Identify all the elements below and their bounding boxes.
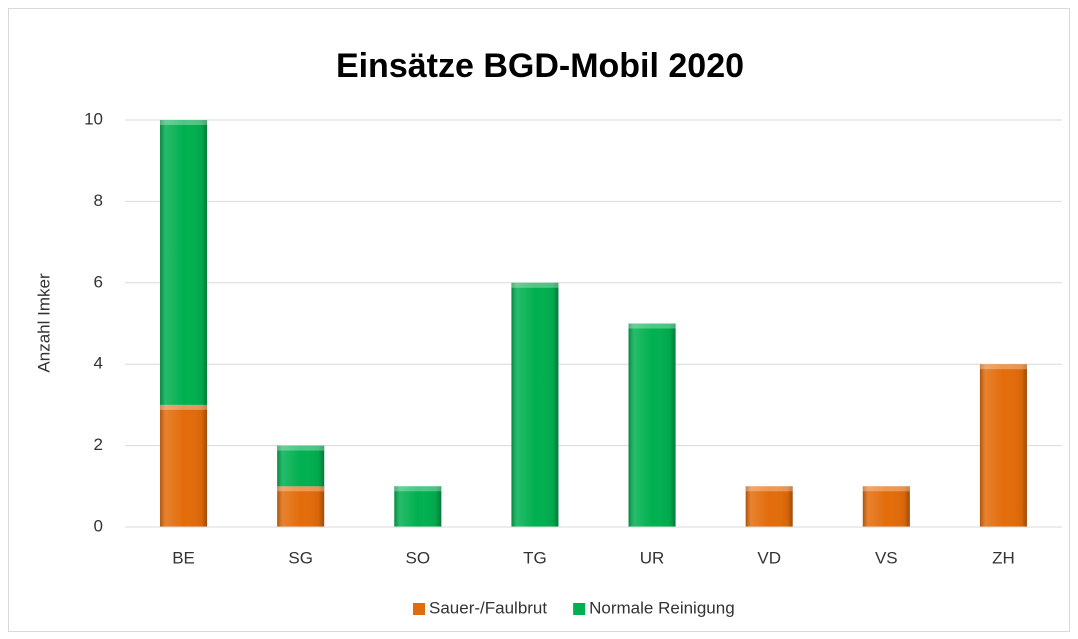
x-tick-label: VD xyxy=(757,548,781,567)
x-tick-label: SG xyxy=(288,548,313,567)
bar-shade xyxy=(160,120,208,405)
x-tick-label: VS xyxy=(875,548,898,567)
bar-shade xyxy=(979,364,1027,527)
bar-bevel xyxy=(277,445,325,451)
bar-shade xyxy=(277,486,325,527)
bar-bevel xyxy=(277,486,325,492)
y-tick-label: 2 xyxy=(94,435,103,454)
bar-bevel xyxy=(628,323,676,329)
bar-shade xyxy=(277,445,325,487)
legend-label: Sauer-/Faulbrut xyxy=(429,598,547,617)
legend-swatch xyxy=(413,603,425,615)
x-tick-label: TG xyxy=(523,548,547,567)
bar-bevel xyxy=(979,364,1027,370)
x-tick-label: BE xyxy=(172,548,195,567)
bar-shade xyxy=(160,404,208,527)
bar-shade xyxy=(628,323,676,527)
bar-shade xyxy=(862,486,910,527)
bar-shade xyxy=(511,282,559,527)
bar-bevel xyxy=(394,486,442,492)
y-tick-label: 4 xyxy=(94,354,103,373)
y-tick-label: 0 xyxy=(94,516,103,535)
bar-bevel xyxy=(511,282,559,288)
bar-shade xyxy=(745,486,793,527)
y-axis-label: Anzahl Imker xyxy=(34,273,53,373)
y-tick-label: 8 xyxy=(94,191,103,210)
bar-bevel xyxy=(160,404,208,410)
x-tick-label: UR xyxy=(640,548,665,567)
bar-shade xyxy=(394,486,442,527)
legend-label: Normale Reinigung xyxy=(589,598,735,617)
x-tick-label: ZH xyxy=(992,548,1015,567)
bar-bevel xyxy=(160,120,208,125)
y-tick-label: 10 xyxy=(84,109,103,128)
bar-bevel xyxy=(862,486,910,492)
chart-title: Einsätze BGD-Mobil 2020 xyxy=(336,47,744,85)
bar-bevel xyxy=(745,486,793,492)
legend-swatch xyxy=(573,603,586,615)
x-tick-label: SO xyxy=(406,548,431,567)
y-tick-label: 6 xyxy=(94,272,103,291)
